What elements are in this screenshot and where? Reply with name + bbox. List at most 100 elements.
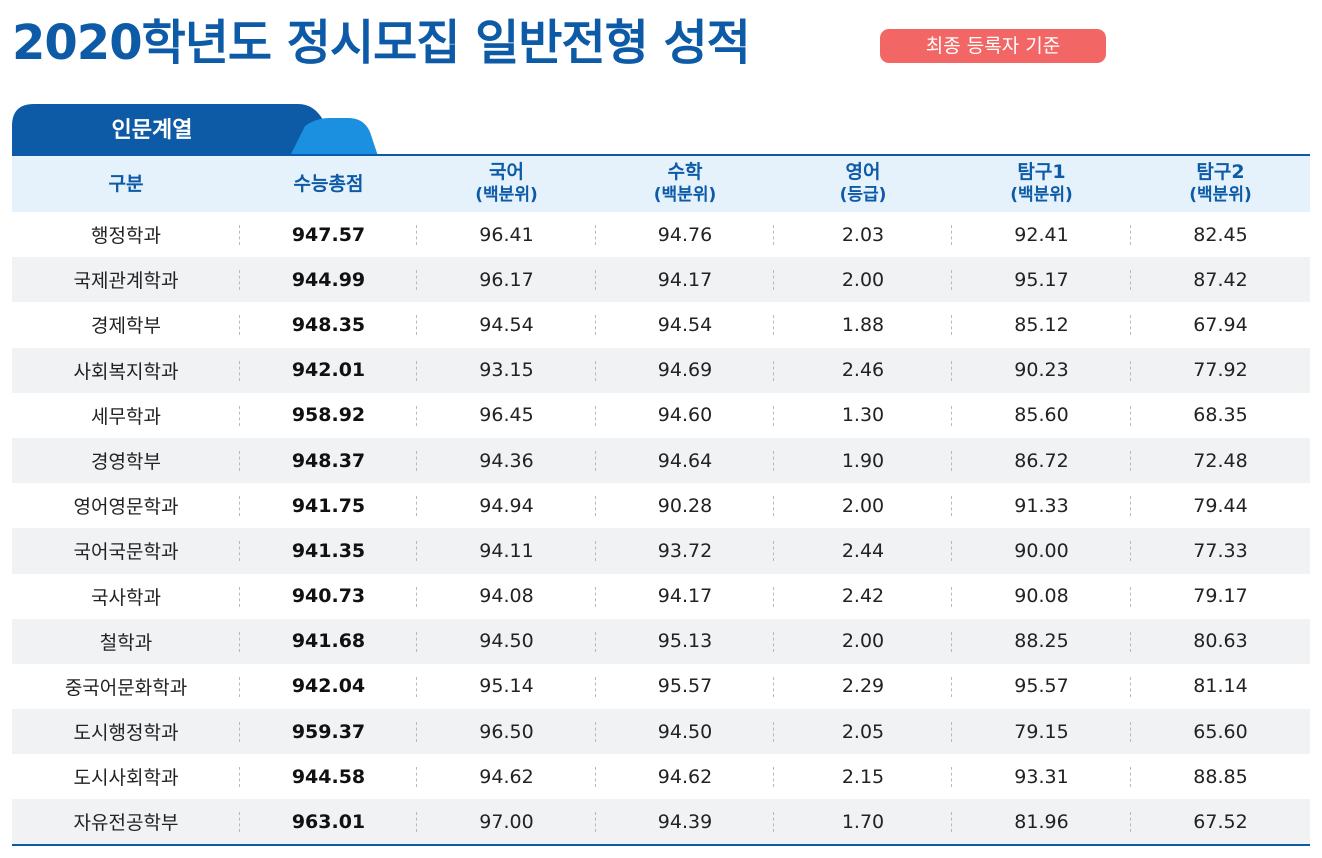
korean-cell: 94.94	[417, 483, 596, 528]
table-row: 국제관계학과 944.99 96.17 94.17 2.00 95.17 87.42	[12, 257, 1310, 303]
category-tab-label: 인문계열	[111, 118, 193, 143]
inquiry2-cell: 79.44	[1193, 494, 1248, 517]
total-score-cell: 958.92	[240, 393, 417, 438]
table-header-row: 구분 수능총점 국어 (백분위) 수학 (백분위) 영어 (등급) 탐구1 (백분위) …	[12, 154, 1310, 212]
inquiry1-cell: 95.17	[952, 257, 1131, 302]
dept-cell: 철학과	[12, 619, 240, 664]
inquiry1-cell: 90.23	[952, 348, 1131, 393]
total-score-cell: 941.68	[240, 619, 417, 664]
total-score-cell: 944.99	[240, 257, 417, 302]
inquiry2-cell: 72.48	[1193, 449, 1248, 472]
table-row: 행정학과 947.57 96.41 94.76 2.03 92.41 82.45	[12, 212, 1310, 257]
math-cell: 95.57	[596, 664, 774, 709]
inquiry1-cell: 91.33	[952, 483, 1131, 528]
math-cell: 94.76	[596, 212, 774, 257]
table-row: 자유전공학부 963.01 97.00 94.39 1.70 81.96 67.52	[12, 799, 1310, 846]
inquiry2-cell: 77.92	[1193, 359, 1248, 382]
header-cell: 탐구1 (백분위)	[952, 154, 1131, 212]
korean-cell: 94.62	[417, 754, 596, 799]
english-cell: 2.00	[774, 619, 952, 664]
dept-cell: 국제관계학과	[12, 257, 240, 302]
header-cell: 수학 (백분위)	[596, 154, 774, 212]
korean-cell: 94.50	[417, 619, 596, 664]
dept-cell: 사회복지학과	[12, 348, 240, 393]
english-cell: 2.42	[774, 574, 952, 619]
inquiry1-cell: 79.15	[952, 709, 1131, 754]
inquiry1-cell: 85.12	[952, 302, 1131, 347]
math-cell: 94.69	[596, 348, 774, 393]
english-cell: 1.30	[774, 393, 952, 438]
total-score-cell: 963.01	[240, 799, 417, 846]
korean-cell: 96.50	[417, 709, 596, 754]
math-cell: 93.72	[596, 528, 774, 573]
inquiry2-cell: 81.14	[1193, 675, 1248, 698]
math-cell: 94.64	[596, 438, 774, 483]
total-score-cell: 947.57	[240, 212, 417, 257]
korean-cell: 96.17	[417, 257, 596, 302]
dept-cell: 국사학과	[12, 574, 240, 619]
english-cell: 1.70	[774, 799, 952, 846]
english-cell: 2.05	[774, 709, 952, 754]
scores-table: 구분 수능총점 국어 (백분위) 수학 (백분위) 영어 (등급) 탐구1 (백분위) …	[12, 154, 1310, 846]
table-row: 경영학부 948.37 94.36 94.64 1.90 86.72 72.48	[12, 437, 1310, 484]
korean-cell: 96.45	[417, 393, 596, 438]
math-cell: 94.17	[596, 574, 774, 619]
math-cell: 94.62	[596, 754, 774, 799]
english-cell: 2.03	[774, 212, 952, 257]
math-cell: 94.54	[596, 302, 774, 347]
inquiry1-cell: 93.31	[952, 754, 1131, 799]
table-row: 사회복지학과 942.01 93.15 94.69 2.46 90.23 77.92	[12, 347, 1310, 393]
korean-cell: 94.54	[417, 302, 596, 347]
category-tab-shape	[12, 104, 378, 156]
inquiry2-cell: 68.35	[1193, 404, 1248, 427]
scores-table-container: 구분 수능총점 국어 (백분위) 수학 (백분위) 영어 (등급) 탐구1 (백분위) …	[12, 154, 1310, 846]
inquiry2-cell: 79.17	[1193, 585, 1248, 608]
header-cell: 구분	[12, 154, 240, 212]
inquiry2-cell: 67.52	[1131, 799, 1310, 846]
inquiry2-cell: 80.63	[1193, 630, 1248, 653]
english-cell: 2.00	[774, 483, 952, 528]
english-cell: 2.00	[774, 257, 952, 302]
inquiry2-cell: 87.42	[1193, 268, 1248, 291]
total-score-cell: 944.58	[240, 754, 417, 799]
total-score-cell: 959.37	[240, 709, 417, 754]
korean-cell: 94.36	[417, 438, 596, 483]
inquiry1-cell: 81.96	[952, 799, 1131, 846]
inquiry2-cell: 77.33	[1193, 539, 1248, 562]
inquiry1-cell: 90.00	[952, 528, 1131, 573]
dept-cell: 행정학과	[12, 212, 240, 257]
korean-cell: 93.15	[417, 348, 596, 393]
total-score-cell: 941.75	[240, 483, 417, 528]
header-cell: 영어 (등급)	[774, 154, 952, 212]
math-cell: 95.13	[596, 619, 774, 664]
dept-cell: 도시행정학과	[12, 709, 240, 754]
dept-cell: 국어국문학과	[12, 528, 240, 573]
inquiry1-cell: 90.08	[952, 574, 1131, 619]
english-cell: 2.44	[774, 528, 952, 573]
dept-cell: 자유전공학부	[12, 799, 240, 846]
table-row: 영어영문학과 941.75 94.94 90.28 2.00 91.33 79.44	[12, 483, 1310, 528]
table-row: 세무학과 958.92 96.45 94.60 1.30 85.60 68.35	[12, 393, 1310, 438]
english-cell: 2.29	[774, 664, 952, 709]
table-row: 철학과 941.68 94.50 95.13 2.00 88.25 80.63	[12, 618, 1310, 664]
total-score-cell: 942.01	[240, 348, 417, 393]
math-cell: 94.17	[596, 257, 774, 302]
inquiry2-cell: 82.45	[1193, 223, 1248, 246]
total-score-cell: 941.35	[240, 528, 417, 573]
dept-cell: 경제학부	[12, 302, 240, 347]
table-row: 도시행정학과 959.37 96.50 94.50 2.05 79.15 65.60	[12, 709, 1310, 755]
korean-cell: 96.41	[417, 212, 596, 257]
english-cell: 2.46	[774, 348, 952, 393]
inquiry1-cell: 85.60	[952, 393, 1131, 438]
basis-badge: 최종 등록자 기준	[880, 29, 1106, 63]
inquiry1-cell: 86.72	[952, 438, 1131, 483]
table-row: 도시사회학과 944.58 94.62 94.62 2.15 93.31 88.85	[12, 754, 1310, 799]
inquiry1-cell: 95.57	[952, 664, 1131, 709]
total-score-cell: 948.37	[240, 438, 417, 483]
math-cell: 94.60	[596, 393, 774, 438]
math-cell: 94.39	[596, 799, 774, 846]
total-score-cell: 942.04	[240, 664, 417, 709]
dept-cell: 중국어문화학과	[12, 664, 240, 709]
dept-cell: 영어영문학과	[12, 483, 240, 528]
table-row: 경제학부 948.35 94.54 94.54 1.88 85.12 67.94	[12, 302, 1310, 347]
